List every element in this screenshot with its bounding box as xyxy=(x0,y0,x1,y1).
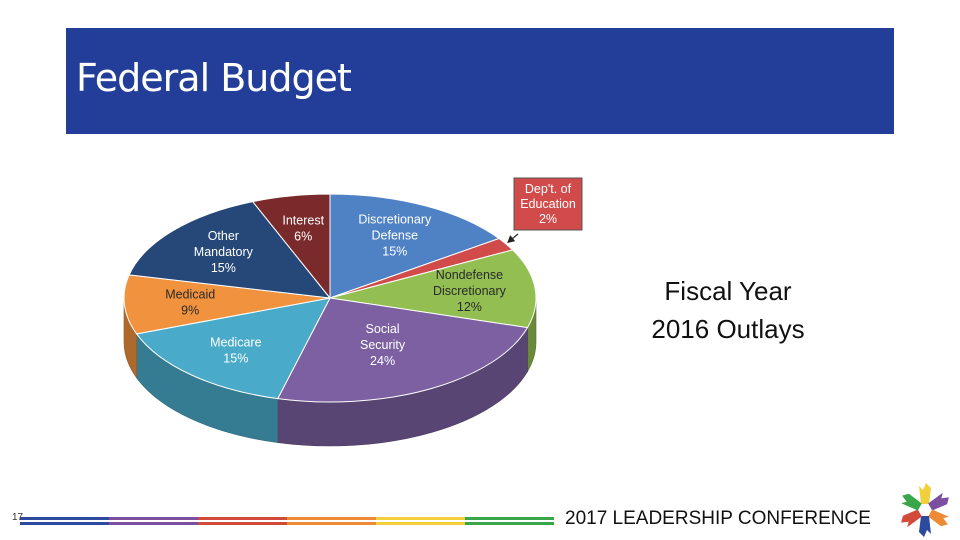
slice-label-medicare: Medicare xyxy=(210,335,261,349)
side-title-line-1: Fiscal Year xyxy=(664,276,792,306)
stripe-segment-3-1 xyxy=(198,517,287,520)
slice-label-dep-t-of-education: Dep't. of Education xyxy=(520,182,576,211)
pie-side-walls xyxy=(123,297,537,447)
pie-slice-social-security xyxy=(276,297,529,403)
slice-value-social-security: 24% xyxy=(370,354,395,368)
chart-side-title: Fiscal Year 2016 Outlays xyxy=(610,272,846,348)
slice-value-other-mandatory: 15% xyxy=(211,261,236,275)
stripe-segment-6-1 xyxy=(465,517,554,520)
callout-arrowhead xyxy=(507,235,516,244)
footer-color-stripe xyxy=(20,517,554,525)
callout-box xyxy=(513,177,583,231)
conference-name: 2017 LEADERSHIP CONFERENCE xyxy=(565,508,871,529)
slice-value-interest: 6% xyxy=(294,230,312,244)
hands-logo-icon xyxy=(901,483,949,537)
slice-label-discretionary-defense: Discretionary Defense xyxy=(358,212,432,242)
stripe-segment-5-2 xyxy=(376,522,465,525)
stripe-segment-2-2 xyxy=(109,522,198,525)
stripe-segment-1-2 xyxy=(20,522,109,525)
pie-slice-nondefense-discretionary xyxy=(329,249,537,329)
pie-slice-medicare xyxy=(135,297,331,400)
stripe-segment-4-1 xyxy=(287,517,376,520)
stripe-segment-3-2 xyxy=(198,522,287,525)
pie-labels: Discretionary Defense 15% Dep't. of Educatio… xyxy=(165,177,583,368)
stripe-segment-5-1 xyxy=(376,517,465,520)
pie-top-faces xyxy=(123,193,537,403)
slice-value-dep-t-of-education: 2% xyxy=(539,212,557,226)
slice-value-discretionary-defense: 15% xyxy=(382,244,407,258)
title-bar: Federal Budget xyxy=(66,28,894,134)
side-title-line-2: 2016 Outlays xyxy=(651,314,805,344)
pie-slice-interest xyxy=(251,193,331,300)
slice-label-medicaid: Medicaid xyxy=(165,288,215,302)
stripe-segment-1-1 xyxy=(20,517,109,520)
slide-title: Federal Budget xyxy=(76,56,352,100)
stripe-segment-4-2 xyxy=(287,522,376,525)
pie-slice-other-mandatory xyxy=(128,201,332,299)
stripe-segment-6-2 xyxy=(465,522,554,525)
slice-label-nondefense-discretionary: Nondefense Discretionary xyxy=(433,268,507,298)
slide-number: 17 xyxy=(12,512,24,523)
pie-slice-discretionary-defense xyxy=(329,193,501,299)
stripe-segment-2-1 xyxy=(109,517,198,520)
slice-label-interest: Interest xyxy=(282,214,324,228)
slice-value-medicaid: 9% xyxy=(181,304,199,318)
pie-slice-medicaid xyxy=(123,274,331,335)
slice-label-social-security: Social Security xyxy=(360,322,406,352)
slice-value-medicare: 15% xyxy=(223,351,248,365)
slice-value-nondefense-discretionary: 12% xyxy=(457,300,482,314)
slice-label-other-mandatory: Other Mandatory xyxy=(194,229,254,259)
